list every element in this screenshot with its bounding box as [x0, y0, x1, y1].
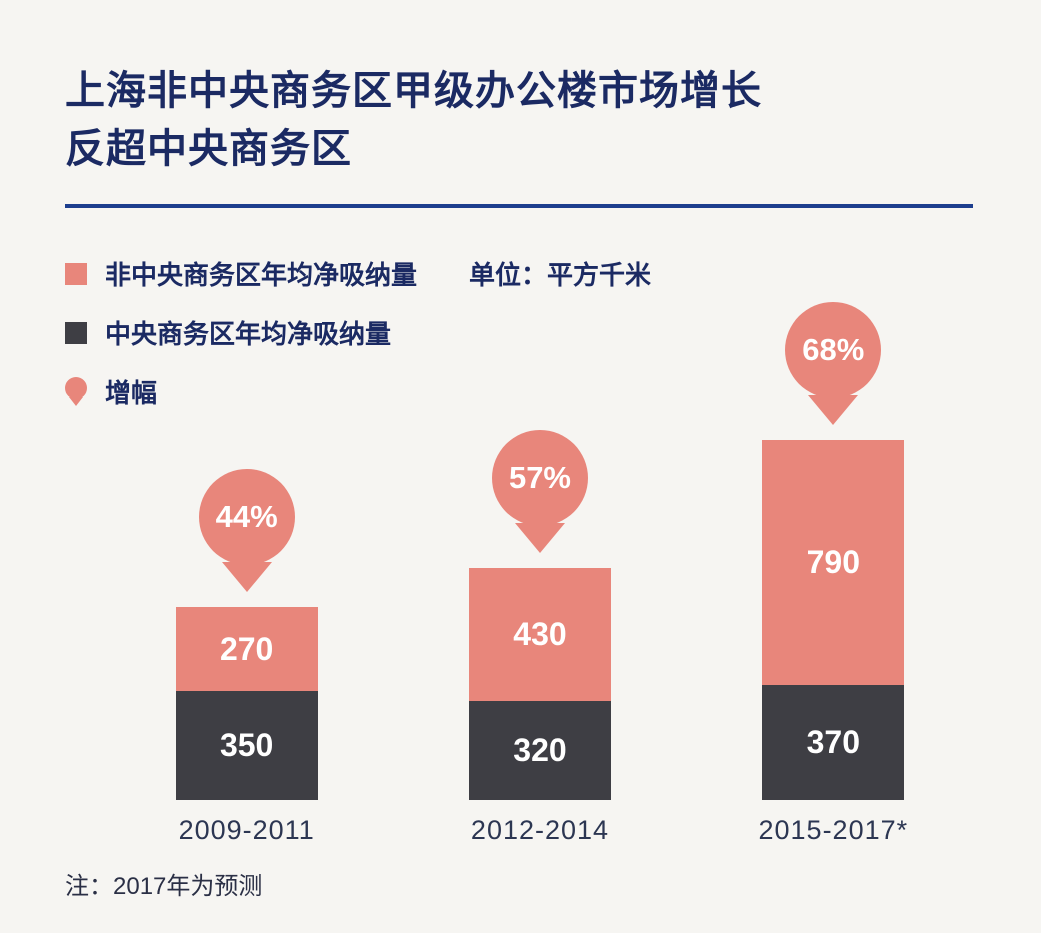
- bar-segment-cbd: 370: [762, 685, 905, 800]
- bar-column: 44% 270 350 2009-2011: [100, 281, 393, 846]
- bar-column: 57% 430 320 2012-2014: [393, 281, 686, 846]
- growth-pin-label: 57%: [508, 460, 571, 495]
- bar-column: 68% 790 370 2015-2017*: [687, 281, 980, 846]
- category-label: 2012-2014: [470, 815, 610, 845]
- legend-item-label: 增幅: [105, 378, 158, 408]
- footnote: 注：2017年为预测: [65, 873, 263, 900]
- growth-pin-icon: [65, 376, 87, 399]
- bar-stack: 430 320: [468, 568, 611, 800]
- bar-value-label: 430: [513, 616, 567, 652]
- growth-pin: 57%: [491, 430, 588, 526]
- growth-pin: 44%: [198, 469, 295, 565]
- legend-item-growth: 增幅: [65, 373, 651, 410]
- category-label: 2009-2011: [178, 815, 315, 845]
- bar-value-label: 320: [513, 732, 567, 768]
- bar-chart: 44% 270 350 2009-2011 57% 430 320 2012-2014 68% 7…: [100, 281, 980, 846]
- bar-value-label: 270: [219, 630, 274, 667]
- legend-item-label: 非中央商务区年均净吸纳量: [105, 260, 418, 290]
- chart-legend: 非中央商务区年均净吸纳量 单位：平方千米 中央商务区年均净吸纳量 增幅: [65, 255, 651, 432]
- unit-label: 单位：平方千米: [469, 260, 652, 290]
- bar-value-label: 350: [219, 727, 274, 763]
- category-label: 2015-2017*: [758, 815, 909, 845]
- bar-segment-cbd: 350: [175, 691, 318, 800]
- growth-pin-label: 44%: [215, 499, 278, 534]
- bar-stack: 790 370: [762, 440, 905, 800]
- legend-item-noncbd: 非中央商务区年均净吸纳量 单位：平方千米: [65, 255, 651, 292]
- bar-segment-noncbd: 430: [468, 568, 611, 701]
- bar-value-label: 790: [806, 544, 860, 580]
- growth-pin-label: 68%: [802, 332, 865, 367]
- legend-item-cbd: 中央商务区年均净吸纳量: [65, 314, 651, 351]
- bar-stack: 270 350: [175, 607, 318, 800]
- cbd-swatch-icon: [65, 321, 87, 344]
- page-title-line1: 上海非中央商务区甲级办公楼市场增长: [65, 69, 762, 113]
- bar-segment-cbd: 320: [468, 701, 611, 800]
- title-divider: [65, 204, 973, 208]
- page-title: 上海非中央商务区甲级办公楼市场增长 反超中央商务区: [65, 62, 762, 178]
- legend-item-label: 中央商务区年均净吸纳量: [105, 319, 392, 349]
- page-title-line2: 反超中央商务区: [65, 127, 352, 171]
- growth-pin: 68%: [785, 302, 882, 398]
- bar-segment-noncbd: 270: [175, 607, 318, 691]
- bar-segment-noncbd: 790: [762, 440, 905, 685]
- bar-value-label: 370: [806, 724, 860, 760]
- noncbd-swatch-icon: [65, 262, 87, 285]
